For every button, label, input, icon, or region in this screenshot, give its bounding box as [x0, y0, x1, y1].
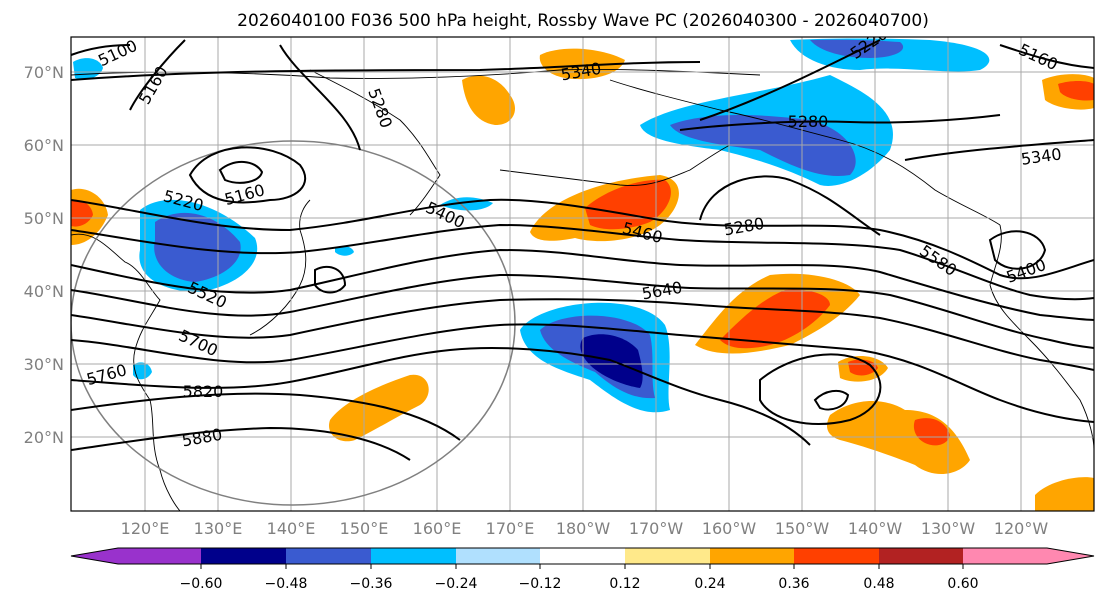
coastline-kamchatka: [309, 69, 441, 216]
figure-title: 2026040100 F036 500 hPa height, Rossby W…: [237, 11, 929, 31]
coastline-japan: [249, 199, 311, 336]
contour-5760-lowring: [314, 265, 347, 294]
negative-anomaly-japan-core: [154, 212, 241, 282]
negative-anomaly-small-3: [133, 362, 152, 380]
height-contours: [71, 39, 1094, 461]
colorbar-extend-max: [963, 548, 1094, 564]
colorbar-tick-label: 0.60: [947, 576, 978, 592]
latitude-axis: 70°N 60°N 50°N 40°N 30°N 20°N: [24, 63, 64, 447]
positive-anomaly-bering: [462, 75, 515, 125]
colorbar-tick-label: −0.36: [350, 576, 393, 592]
contour-5100: [71, 44, 131, 56]
contour-5280-trough: [699, 175, 881, 236]
positive-anomaly-subtropical-east-core: [913, 418, 950, 446]
lat-tick-label: 20°N: [24, 428, 64, 447]
colorbar-segment: [540, 548, 625, 564]
colorbar-tick-label: −0.24: [435, 576, 478, 592]
contour-5340-east: [904, 139, 1094, 161]
coastline-asia-mainland: [71, 233, 181, 511]
contour-label: 5820: [183, 382, 224, 401]
contour-5160-low: [218, 161, 264, 184]
contour-5280-alaska: [679, 114, 1001, 131]
contour-5820-east-low: [813, 389, 850, 411]
lon-tick-label: 120°E: [121, 519, 170, 538]
lon-tick-label: 170°W: [629, 519, 684, 538]
coastline-aleutians: [499, 144, 731, 186]
colorbar-tick-label: −0.60: [180, 576, 223, 592]
lon-tick-label: 130°W: [921, 519, 976, 538]
contour-5400: [71, 198, 1094, 280]
lat-tick-label: 50°N: [24, 209, 64, 228]
contour-5700: [71, 323, 1094, 423]
lat-tick-label: 30°N: [24, 355, 64, 374]
lat-tick-label: 40°N: [24, 282, 64, 301]
contour-5220-alaska: [699, 39, 881, 121]
colorbar-segment: [879, 548, 963, 564]
longitude-axis: 120°E 130°E 140°E 150°E 160°E 170°E 180°…: [121, 519, 1049, 538]
lon-tick-label: 150°E: [340, 519, 389, 538]
colorbar-tick-label: −0.48: [265, 576, 308, 592]
lon-tick-label: 140°W: [848, 519, 903, 538]
coastline-alaska: [609, 79, 1001, 226]
colorbar-tick-label: 0.48: [863, 576, 894, 592]
contour-5580: [71, 273, 1094, 349]
lon-tick-label: 150°W: [775, 519, 830, 538]
colorbar-tick-label: −0.12: [519, 576, 562, 592]
contour-5280-arctic: [279, 44, 361, 151]
colorbar-ticks: [200, 564, 964, 569]
contour-5640: [71, 298, 1094, 371]
lon-tick-label: 160°W: [702, 519, 757, 538]
contour-5820: [71, 392, 461, 441]
contour-5520: [71, 248, 1094, 321]
positive-anomaly-yukon-core: [1058, 81, 1094, 101]
negative-anomaly-arctic-core: [810, 39, 904, 58]
lon-tick-label: 140°E: [267, 519, 316, 538]
positive-anomaly-se-corner: [1035, 477, 1094, 511]
contour-5340-arctic: [71, 61, 701, 81]
contour-5880: [71, 426, 411, 461]
contour-5760-east-low: [759, 353, 882, 425]
positive-anomaly-kamchatka-core: [585, 179, 671, 230]
positive-anomaly-west-edge-core: [71, 199, 93, 227]
colorbar-segment: [625, 548, 710, 564]
colorbar: −0.60 −0.48 −0.36 −0.24 −0.12 0.12 0.24 …: [70, 547, 1095, 592]
contour-label: 5280: [788, 112, 829, 131]
great-circle-outline: [71, 140, 516, 506]
colorbar-segment: [371, 548, 456, 564]
colorbar-tick-label: 0.36: [778, 576, 809, 592]
colorbar-segment: [286, 548, 371, 564]
colorbar-segment: [456, 548, 540, 564]
lon-tick-label: 120°W: [994, 519, 1049, 538]
lat-tick-label: 60°N: [24, 136, 64, 155]
positive-anomaly-subtropical-west: [329, 374, 429, 442]
contour-5760: [71, 347, 811, 446]
colorbar-outline: [70, 547, 1095, 565]
negative-anomaly-small-4: [335, 245, 354, 256]
colorbar-segment: [710, 548, 794, 564]
map-frame: [70, 36, 1095, 512]
colorbar-segment: [794, 548, 879, 564]
lon-tick-label: 180°W: [556, 519, 611, 538]
lon-tick-label: 160°E: [413, 519, 462, 538]
contour-5460: [71, 223, 1094, 301]
map-panel: 5100 5160 5280 5340 5220 5160 5280 5340 …: [70, 36, 1095, 512]
contour-5160-east: [999, 44, 1094, 69]
coastline-north-america-west: [989, 224, 1094, 451]
contour-5220-low: [188, 146, 307, 204]
lon-tick-label: 170°E: [486, 519, 535, 538]
contour-5400-low: [988, 230, 1047, 270]
lon-tick-label: 130°E: [194, 519, 243, 538]
lat-tick-label: 70°N: [24, 63, 64, 82]
colorbar-tick-label: 0.24: [694, 576, 725, 592]
colorbar-tick-label: 0.12: [609, 576, 640, 592]
colorbar-extend-min: [71, 548, 201, 564]
gridlines: [71, 37, 1094, 511]
colorbar-segment: [201, 548, 286, 564]
